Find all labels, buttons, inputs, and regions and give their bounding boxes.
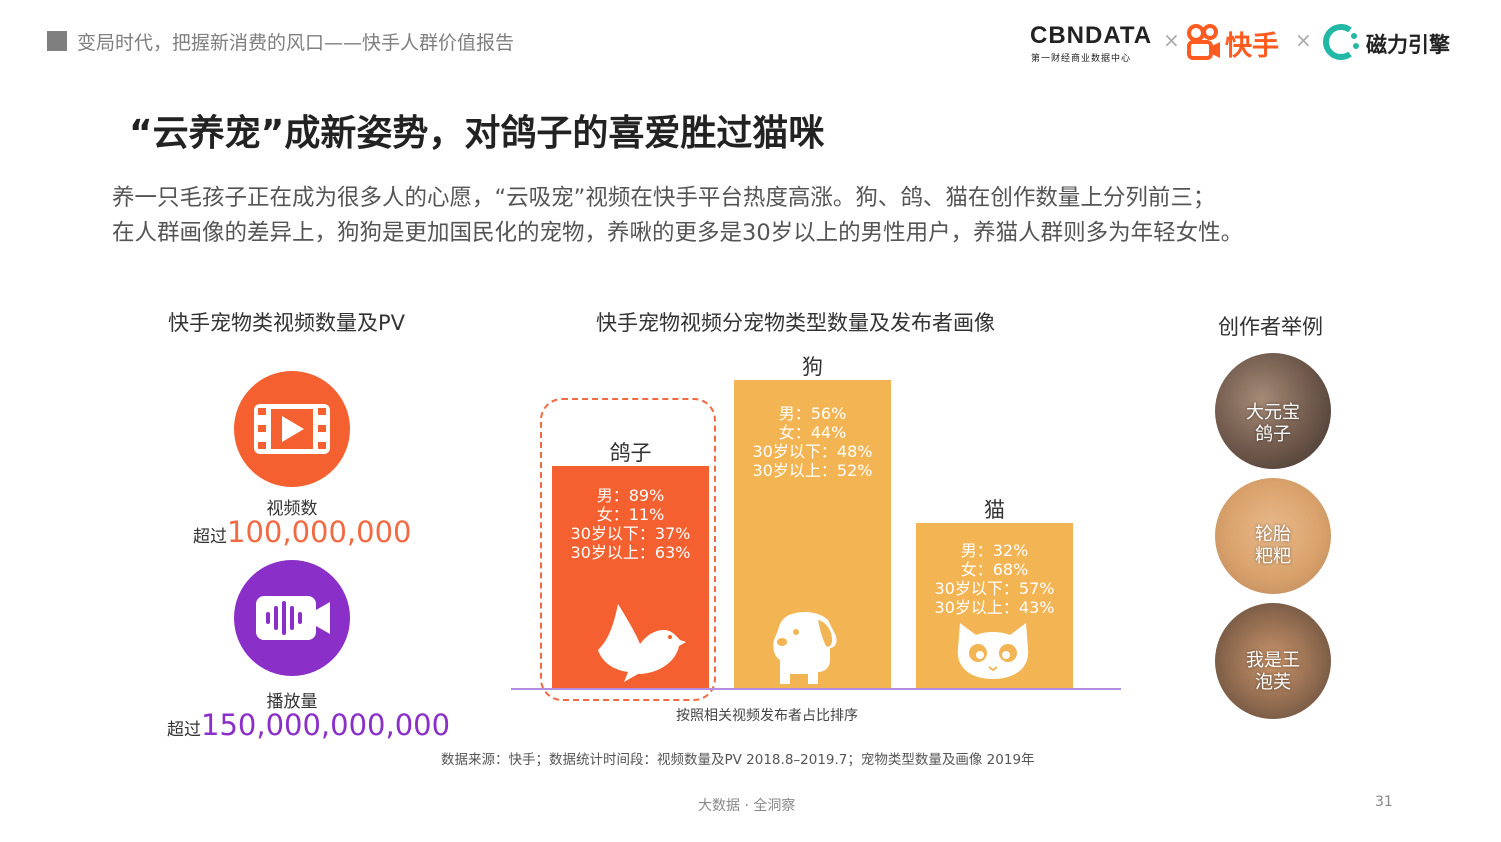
creator-name: 大元宝 鸽子: [1215, 353, 1331, 446]
left-section-title: 快手宠物类视频数量及PV: [168, 311, 406, 335]
stat-line: 女：11%: [596, 505, 665, 524]
dog-icon: [773, 612, 837, 684]
kuaishou-logo-icon: [1187, 24, 1220, 60]
creator-name-line: 粑粑: [1255, 546, 1291, 567]
stat-line: 30岁以下：48%: [752, 442, 873, 461]
cbndata-logo: CBNDATA: [1030, 22, 1153, 49]
creator-name: 轮胎 粑粑: [1215, 478, 1331, 568]
video-count-number: 100,000,000: [227, 515, 412, 549]
kuaishou-logo-text: 快手: [1225, 31, 1279, 62]
page-description: 养一只毛孩子正在成为很多人的心愿，“云吸宠”视频在快手平台热度高涨。狗、鸽、猫在…: [112, 181, 1243, 251]
header-square: [47, 31, 67, 51]
pet-name-cat: 猫: [984, 498, 1005, 522]
pet-bar-cat: 男：32% 女：68% 30岁以下：57% 30岁以上：43%: [916, 523, 1073, 688]
stat-line: 女：68%: [960, 560, 1029, 579]
creator-name-line: 轮胎: [1255, 524, 1291, 545]
cat-icon: [957, 623, 1029, 679]
creator-name-line: 大元宝: [1246, 402, 1300, 423]
stat-line: 30岁以上：43%: [934, 598, 1055, 617]
pet-name-dog: 狗: [802, 355, 823, 379]
pet-bar-pigeon: 男：89% 女：11% 30岁以下：37% 30岁以上：63%: [552, 466, 709, 688]
play-count-label: 播放量: [266, 692, 318, 712]
pet-name-pigeon: 鸽子: [609, 441, 652, 465]
chart-baseline: [511, 688, 1121, 690]
description-line: 在人群画像的差异上，狗狗是更加国民化的宠物，养啾的更多是30岁以上的男性用户，养…: [112, 220, 1244, 246]
stat-line: 男：89%: [596, 486, 665, 505]
logo-separator: ×: [1163, 28, 1180, 52]
play-count-value: 超过150,000,000,000: [167, 708, 450, 742]
stat-line: 30岁以下：37%: [570, 524, 691, 543]
cili-logo-text: 磁力引擎: [1366, 33, 1450, 57]
play-count-prefix: 超过: [167, 720, 201, 740]
data-source-note: 数据来源：快手；数据统计时间段：视频数量及PV 2018.8–2019.7；宠物…: [441, 752, 1035, 768]
creator-name-line: 泡芙: [1255, 672, 1291, 693]
stat-line: 30岁以上：52%: [752, 461, 873, 480]
video-count-label: 视频数: [266, 499, 318, 519]
pigeon-stats: 男：89% 女：11% 30岁以下：37% 30岁以上：63%: [552, 466, 709, 562]
stat-line: 30岁以下：57%: [934, 579, 1055, 598]
cat-stats: 男：32% 女：68% 30岁以下：57% 30岁以上：43%: [916, 523, 1073, 617]
footer-slogan: 大数据 · 全洞察: [698, 798, 796, 814]
dog-stats: 男：56% 女：44% 30岁以下：48% 30岁以上：52%: [734, 380, 891, 480]
right-section-title: 创作者举例: [1218, 315, 1323, 339]
stat-line: 30岁以上：63%: [570, 543, 691, 562]
cbndata-logo-subtitle: 第一财经商业数据中心: [1031, 54, 1132, 64]
description-line: 养一只毛孩子正在成为很多人的心愿，“云吸宠”视频在快手平台热度高涨。狗、鸽、猫在…: [112, 185, 1216, 211]
logo-separator: ×: [1295, 28, 1312, 52]
creator-name: 我是王 泡芙: [1215, 603, 1331, 694]
pet-bar-dog: 男：56% 女：44% 30岁以下：48% 30岁以上：52%: [734, 380, 891, 688]
report-title: 变局时代，把握新消费的风口——快手人群价值报告: [77, 32, 515, 54]
creator-avatar-dog: 轮胎 粑粑: [1215, 478, 1331, 594]
creator-avatar-cat: 我是王 泡芙: [1215, 603, 1331, 719]
center-section-title: 快手宠物视频分宠物类型数量及发布者画像: [596, 311, 995, 335]
page-number: 31: [1375, 794, 1393, 810]
creator-name-line: 鸽子: [1255, 424, 1291, 445]
chart-axis-note: 按照相关视频发布者占比排序: [676, 708, 858, 724]
sound-camera-icon: [256, 596, 330, 640]
video-count-badge: [234, 371, 350, 487]
creator-name-line: 我是王: [1246, 650, 1300, 671]
cili-logo-icon: [1323, 24, 1359, 60]
stat-line: 女：44%: [778, 423, 847, 442]
creator-avatar-pigeon: 大元宝 鸽子: [1215, 353, 1331, 469]
play-count-number: 150,000,000,000: [201, 708, 451, 742]
film-play-icon: [254, 404, 330, 454]
highlight-dashed-box: [540, 398, 716, 701]
video-count-value: 超过100,000,000: [193, 515, 412, 549]
page-title: “云养宠”成新姿势，对鸽子的喜爱胜过猫咪: [129, 113, 825, 154]
stat-line: 男：56%: [778, 404, 847, 423]
video-count-prefix: 超过: [193, 527, 227, 547]
play-count-badge: [234, 560, 350, 676]
stat-line: 男：32%: [960, 541, 1029, 560]
dove-icon: [598, 604, 686, 682]
